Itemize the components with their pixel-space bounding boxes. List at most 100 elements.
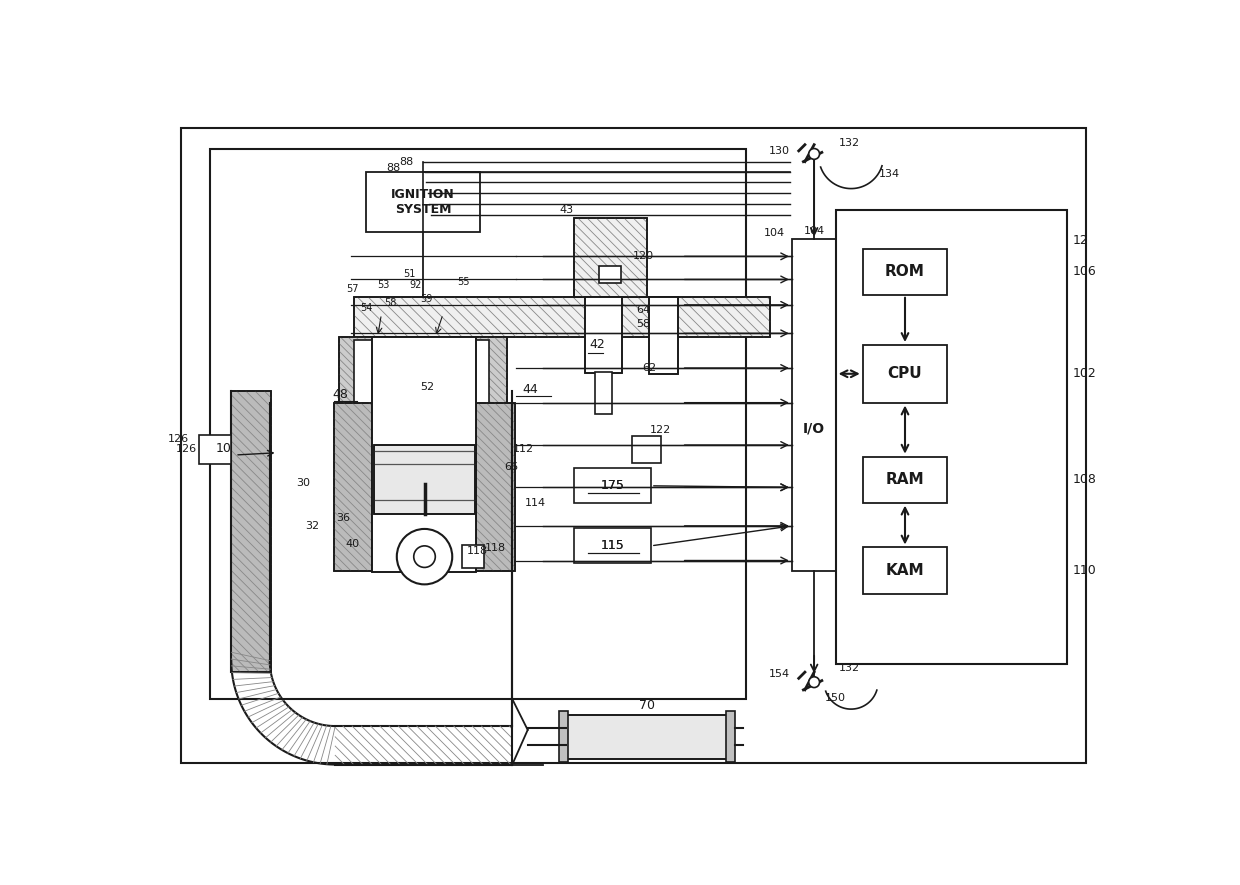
Bar: [574, 218, 647, 297]
Text: 102: 102: [1073, 367, 1096, 381]
Text: 12: 12: [1073, 235, 1089, 248]
Text: 126: 126: [167, 434, 188, 444]
Text: 62: 62: [642, 363, 656, 373]
Text: 108: 108: [1073, 473, 1096, 486]
Text: 175: 175: [600, 480, 624, 492]
Text: 10: 10: [216, 442, 231, 456]
Text: 58: 58: [636, 319, 650, 329]
Bar: [567, 714, 728, 759]
Circle shape: [808, 149, 820, 159]
Text: 64: 64: [636, 305, 650, 315]
Bar: [863, 548, 947, 594]
Bar: [574, 218, 647, 297]
Bar: [574, 528, 651, 563]
Bar: [198, 435, 231, 465]
Text: 115: 115: [600, 539, 624, 552]
Text: 118: 118: [485, 543, 506, 553]
Bar: [595, 372, 613, 414]
Text: 132: 132: [839, 663, 861, 673]
Text: 106: 106: [1073, 266, 1096, 278]
Text: 104: 104: [764, 228, 785, 238]
Bar: [446, 340, 490, 532]
Text: CPU: CPU: [888, 366, 923, 381]
Bar: [372, 337, 476, 572]
Bar: [372, 337, 476, 572]
Text: 52: 52: [420, 382, 435, 392]
Text: 118: 118: [467, 546, 489, 557]
Text: 48: 48: [332, 389, 347, 402]
Text: KAM: KAM: [885, 563, 924, 578]
Text: 30: 30: [296, 479, 310, 489]
Text: 66: 66: [503, 462, 518, 472]
Bar: [863, 249, 947, 295]
Text: 175: 175: [600, 480, 624, 492]
Text: 122: 122: [650, 425, 672, 435]
Text: IGNITION
SYSTEM: IGNITION SYSTEM: [391, 188, 455, 216]
Text: 55: 55: [456, 277, 469, 287]
Bar: [463, 545, 484, 568]
Bar: [339, 337, 407, 405]
Text: 53: 53: [377, 280, 389, 290]
Bar: [373, 445, 475, 514]
Circle shape: [397, 529, 453, 584]
Bar: [476, 403, 515, 571]
Bar: [355, 340, 397, 532]
Text: ROM: ROM: [885, 265, 925, 280]
Text: 92: 92: [410, 280, 423, 290]
Text: 36: 36: [336, 513, 350, 523]
Text: 70: 70: [639, 699, 655, 712]
Bar: [439, 337, 507, 405]
Bar: [574, 468, 651, 503]
Bar: [649, 297, 678, 374]
Bar: [727, 712, 735, 762]
Bar: [334, 403, 372, 571]
Bar: [355, 297, 770, 337]
Text: 120: 120: [632, 251, 653, 261]
Text: 57: 57: [346, 284, 358, 295]
Bar: [863, 457, 947, 503]
Text: 154: 154: [769, 669, 790, 680]
Text: 32: 32: [305, 521, 319, 531]
Bar: [599, 266, 621, 283]
Bar: [476, 403, 515, 571]
Text: 51: 51: [403, 269, 415, 279]
Text: 110: 110: [1073, 564, 1096, 577]
Text: 150: 150: [825, 693, 846, 703]
Text: I/O: I/O: [802, 421, 825, 435]
Bar: [559, 712, 568, 762]
Text: 104: 104: [804, 226, 825, 235]
Bar: [567, 714, 728, 759]
Bar: [585, 297, 622, 373]
Circle shape: [808, 677, 820, 688]
Bar: [334, 403, 372, 571]
Text: 130: 130: [769, 146, 790, 156]
Text: 40: 40: [346, 539, 360, 549]
Text: 114: 114: [525, 497, 546, 508]
Text: 126: 126: [176, 444, 197, 454]
Bar: [585, 297, 622, 373]
Text: 54: 54: [360, 303, 372, 313]
Text: 59: 59: [420, 294, 433, 304]
Bar: [836, 210, 1066, 665]
Text: 42: 42: [589, 338, 605, 351]
Bar: [373, 445, 475, 514]
Text: 43: 43: [559, 205, 573, 215]
Bar: [231, 391, 272, 672]
Bar: [339, 337, 407, 405]
Text: 134: 134: [879, 169, 900, 179]
Text: 58: 58: [384, 297, 397, 308]
Text: 44: 44: [522, 383, 538, 396]
Bar: [439, 337, 507, 405]
Text: 132: 132: [839, 138, 861, 148]
Bar: [231, 391, 272, 672]
Bar: [792, 240, 836, 571]
Text: 88: 88: [386, 163, 401, 173]
Bar: [355, 297, 770, 337]
Bar: [366, 172, 480, 232]
Bar: [631, 435, 661, 463]
Text: 112: 112: [513, 444, 534, 454]
Circle shape: [414, 546, 435, 567]
Bar: [649, 297, 678, 374]
Bar: [211, 149, 745, 699]
Text: 115: 115: [600, 539, 624, 552]
